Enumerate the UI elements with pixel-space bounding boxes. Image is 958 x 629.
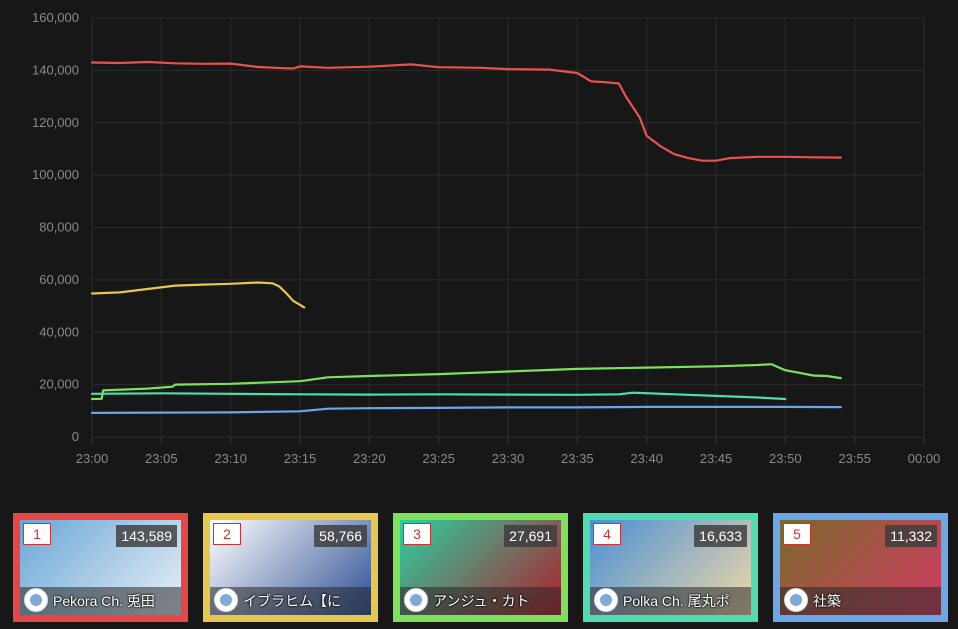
channel-card-2[interactable]: 2 58,766 イブラヒム【に	[203, 513, 378, 622]
x-tick-label: 23:50	[769, 451, 802, 466]
channel-name: Pekora Ch. 兎田	[53, 593, 155, 609]
y-tick-label: 160,000	[32, 10, 79, 25]
channel-card-4[interactable]: 4 16,633 Polka Ch. 尾丸ポ	[583, 513, 758, 622]
y-tick-label: 80,000	[39, 220, 79, 235]
channel-name: 社築	[813, 593, 841, 609]
rank-badge: 2	[213, 523, 241, 545]
x-tick-label: 23:35	[561, 451, 594, 466]
y-tick-label: 0	[72, 429, 79, 444]
viewer-count: 27,691	[504, 525, 557, 547]
channel-card-1[interactable]: 1 143,589 Pekora Ch. 兎田	[13, 513, 188, 622]
rank-badge: 5	[783, 523, 811, 545]
y-tick-label: 140,000	[32, 62, 79, 77]
x-tick-label: 23:20	[353, 451, 386, 466]
x-tick-label: 23:10	[214, 451, 247, 466]
channel-avatar	[404, 588, 428, 612]
x-tick-label: 23:40	[630, 451, 663, 466]
series-line-1	[90, 60, 842, 162]
rank-badge: 3	[403, 523, 431, 545]
viewer-count: 58,766	[314, 525, 367, 547]
x-tick-label: 23:55	[838, 451, 871, 466]
channel-card-5[interactable]: 5 11,332 社築	[773, 513, 948, 622]
rank-badge: 4	[593, 523, 621, 545]
x-tick-label: 23:45	[700, 451, 733, 466]
ranking-cards: 1 143,589 Pekora Ch. 兎田 2 58,766 イブラヒム【に…	[13, 513, 949, 622]
series-line-2	[90, 281, 306, 309]
y-tick-label: 40,000	[39, 324, 79, 339]
channel-name: Polka Ch. 尾丸ポ	[623, 593, 730, 609]
viewer-count: 11,332	[885, 525, 937, 547]
viewer-count: 16,633	[694, 525, 747, 547]
line-chart: 160,000 140,000 120,000 100,000 80,000 60,000…	[32, 10, 941, 466]
channel-avatar	[24, 588, 48, 612]
channel-avatar	[594, 588, 618, 612]
channel-name: イブラヒム【に	[243, 593, 341, 609]
channel-name: アンジュ・カト	[433, 593, 530, 609]
rank-badge: 1	[23, 523, 51, 545]
x-tick-label: 23:05	[145, 451, 178, 466]
y-tick-label: 120,000	[32, 115, 79, 130]
channel-avatar	[214, 588, 238, 612]
series-line-4	[90, 391, 787, 401]
x-tick-label: 23:15	[284, 451, 317, 466]
x-tick-label: 23:30	[492, 451, 525, 466]
viewer-count: 143,589	[116, 525, 177, 547]
x-tick-label: 00:00	[908, 451, 941, 466]
series-line-3	[90, 363, 842, 401]
series-line-5	[90, 405, 842, 414]
x-tick-label: 23:00	[76, 451, 109, 466]
x-tick-label: 23:25	[422, 451, 455, 466]
channel-avatar	[784, 588, 808, 612]
y-tick-label: 20,000	[39, 377, 79, 392]
y-tick-label: 100,000	[32, 167, 79, 182]
channel-card-3[interactable]: 3 27,691 アンジュ・カト	[393, 513, 568, 622]
y-tick-label: 60,000	[39, 272, 79, 287]
